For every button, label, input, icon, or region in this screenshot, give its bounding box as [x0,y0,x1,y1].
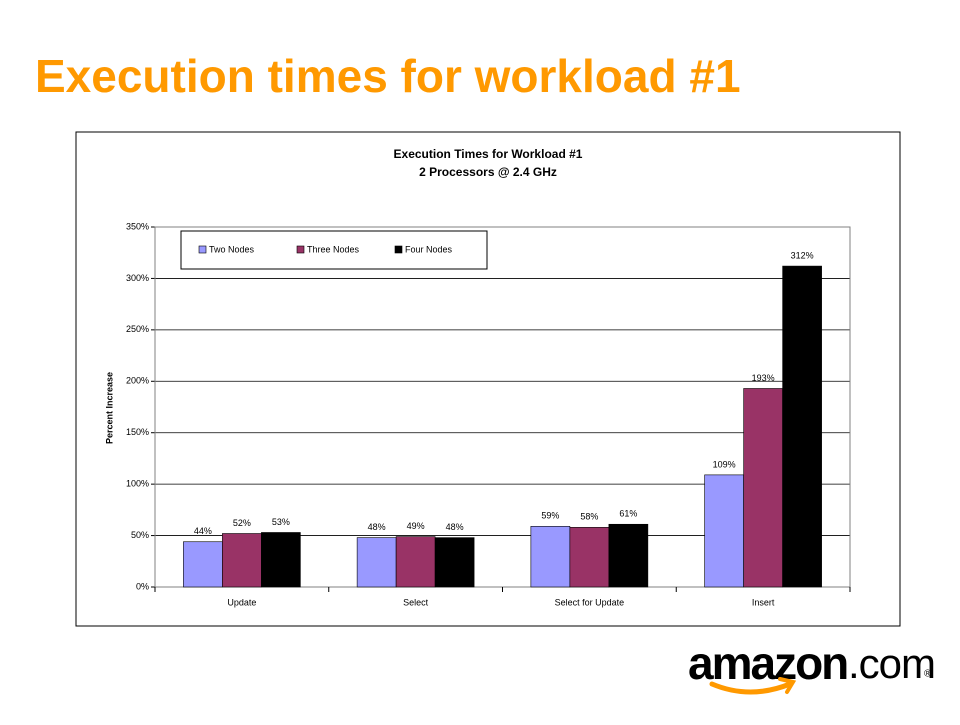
value-label: 193% [752,373,775,383]
bar [782,265,822,588]
value-label: 59% [541,511,559,521]
y-tick-label: 100% [126,479,149,489]
logo-name: amazon [688,637,847,689]
value-label: 58% [580,512,598,522]
legend-box [180,230,488,270]
legend-swatch [394,245,403,254]
bar [569,527,610,588]
x-tick-label: Update [227,597,256,607]
legend-swatch [198,245,207,254]
value-label: 52% [233,518,251,528]
value-label: 109% [713,459,736,469]
bar [395,536,436,588]
y-tick-label: 200% [126,376,149,386]
logo-arrow [778,677,797,694]
bar [704,474,744,588]
bar [261,532,301,588]
value-label: 312% [791,250,814,260]
legend-label: Four Nodes [405,244,453,254]
y-tick-label: 300% [126,273,149,283]
bar [743,388,783,588]
y-tick-label: 150% [126,427,149,437]
value-label: 61% [619,509,637,519]
x-tick-label: Insert [752,597,775,607]
value-label: 48% [446,522,464,532]
slide-title: Execution times for workload #1 [35,50,741,102]
chart-title: Execution Times for Workload #1 [394,147,583,161]
legend-label: Two Nodes [209,244,255,254]
value-label: 49% [407,521,425,531]
bar [530,526,571,588]
bar [608,523,649,588]
bar [434,537,475,588]
logo-suffix: .com [848,640,935,687]
logo-smile [709,681,793,695]
y-tick-label: 350% [126,221,149,231]
y-axis-label: Percent Increase [104,372,114,444]
value-label: 53% [272,517,290,527]
chart-subtitle: 2 Processors @ 2.4 GHz [419,165,557,179]
value-label: 48% [368,522,386,532]
x-tick-label: Select [403,597,429,607]
legend-label: Three Nodes [307,244,360,254]
logo-mark: ® [924,669,932,680]
y-tick-label: 250% [126,324,149,334]
bar [222,533,262,588]
y-tick-label: 50% [131,530,149,540]
bar [356,537,397,588]
x-tick-label: Select for Update [555,597,625,607]
bar [183,541,223,588]
value-label: 44% [194,526,212,536]
y-tick-label: 0% [136,581,149,591]
legend-swatch [296,245,305,254]
